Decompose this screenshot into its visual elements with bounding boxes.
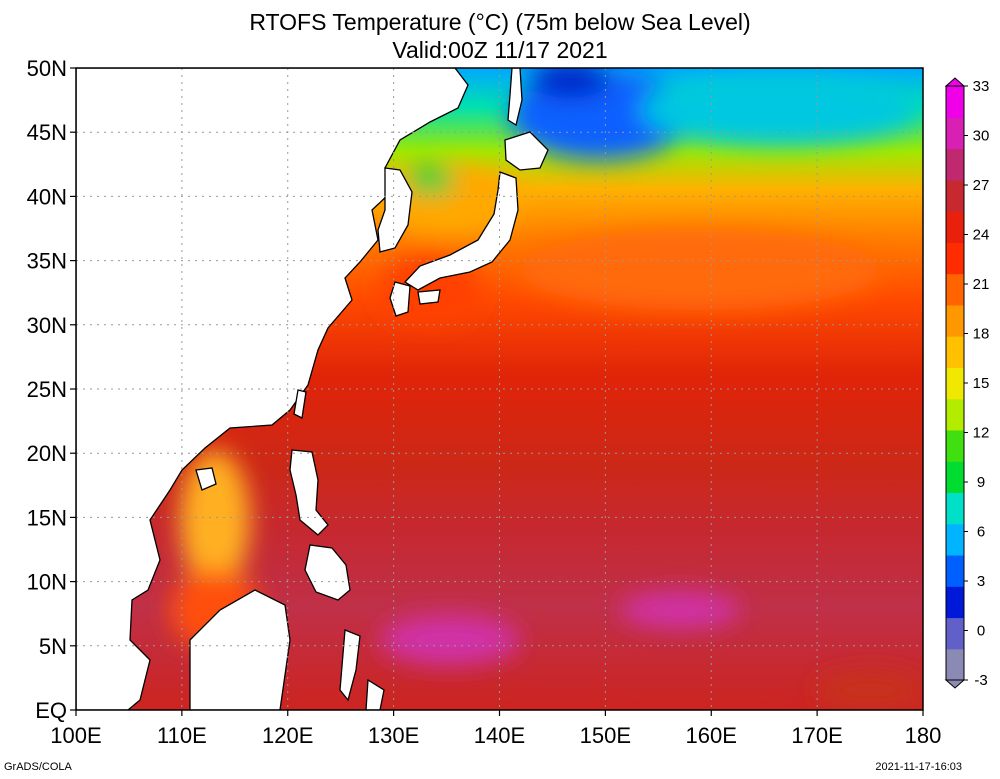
temperature-field <box>76 68 923 710</box>
colorbar-min-arrow <box>944 679 966 689</box>
lat-tick-label: 10N <box>27 570 67 595</box>
latitude-labels: EQ 5N 10N 15N 20N 25N 30N 35N 40N 45N 50N <box>27 56 67 723</box>
colorbar-swatch <box>946 86 964 118</box>
lon-tick-label: 120E <box>262 723 313 748</box>
colorbar-swatch <box>946 179 964 212</box>
colorbar-swatch <box>946 648 964 681</box>
credit-text: GrADS/COLA <box>4 761 72 773</box>
colorbar-tick-label: 0 <box>977 623 985 640</box>
map-subtitle: Valid:00Z 11/17 2021 <box>392 37 608 63</box>
colorbar-tick-label: 21 <box>973 276 990 293</box>
colorbar-tick-label: 33 <box>973 78 990 95</box>
grid-lines <box>76 68 923 710</box>
colorbar-tick-label: 24 <box>973 227 990 244</box>
lat-tick-label: EQ <box>35 698 67 723</box>
colorbar-swatch <box>946 429 964 462</box>
colorbar-tick-label: 30 <box>973 128 990 145</box>
lon-tick-label: 150E <box>580 723 631 748</box>
lat-tick-label: 5N <box>39 634 67 659</box>
lat-tick-label: 30N <box>27 313 67 338</box>
lat-tick-label: 35N <box>27 249 67 274</box>
lat-tick-label: 45N <box>27 120 67 145</box>
lon-tick-label: 160E <box>686 723 737 748</box>
colorbar-swatch <box>946 586 964 619</box>
lat-tick-label: 15N <box>27 505 67 530</box>
colorbar-swatch <box>946 117 964 150</box>
colorbar-tick-label: 15 <box>973 375 990 392</box>
colorbar-tick-label: 18 <box>973 326 990 343</box>
timestamp-text: 2021-11-17-16:03 <box>875 761 962 773</box>
map-title: RTOFS Temperature (°C) (75m below Sea Le… <box>249 9 751 35</box>
colorbar-tick-label: 27 <box>973 177 990 194</box>
lat-tick-label: 40N <box>27 184 67 209</box>
colorbar: -3 0 3 6 9 12 15 18 21 24 27 30 33 <box>944 77 990 689</box>
lon-tick-label: 100E <box>50 723 101 748</box>
lon-tick-label: 180 <box>905 723 942 748</box>
colorbar-tick-label: 12 <box>973 425 990 442</box>
colorbar-swatch <box>946 398 964 431</box>
colorbar-max-arrow <box>944 77 966 87</box>
lat-tick-label: 20N <box>27 441 67 466</box>
longitude-labels: 100E 110E 120E 130E 140E 150E 160E 170E 180 <box>50 723 941 748</box>
colorbar-swatch <box>946 492 964 525</box>
colorbar-swatch <box>946 304 964 337</box>
colorbar-swatch <box>946 367 964 400</box>
colorbar-swatch <box>946 461 964 494</box>
lat-tick-label: 50N <box>27 56 67 81</box>
colorbar-tick-label: 9 <box>977 474 985 491</box>
colorbar-tick-label: -3 <box>974 672 987 689</box>
lon-tick-label: 130E <box>368 723 419 748</box>
lon-tick-label: 140E <box>474 723 525 748</box>
colorbar-swatch <box>946 523 964 556</box>
lat-tick-label: 25N <box>27 377 67 402</box>
colorbar-swatch <box>946 242 964 275</box>
colorbar-swatch <box>946 211 964 243</box>
lon-tick-label: 110E <box>157 723 207 748</box>
colorbar-swatch <box>946 617 964 650</box>
colorbar-swatch <box>946 273 964 306</box>
colorbar-swatch <box>946 554 964 587</box>
colorbar-swatch <box>946 148 964 181</box>
colorbar-tick-label: 6 <box>977 524 985 541</box>
axis-ticks <box>70 67 924 716</box>
colorbar-tick-label: 3 <box>977 573 985 590</box>
lon-tick-label: 170E <box>791 723 842 748</box>
colorbar-swatch <box>946 336 964 368</box>
